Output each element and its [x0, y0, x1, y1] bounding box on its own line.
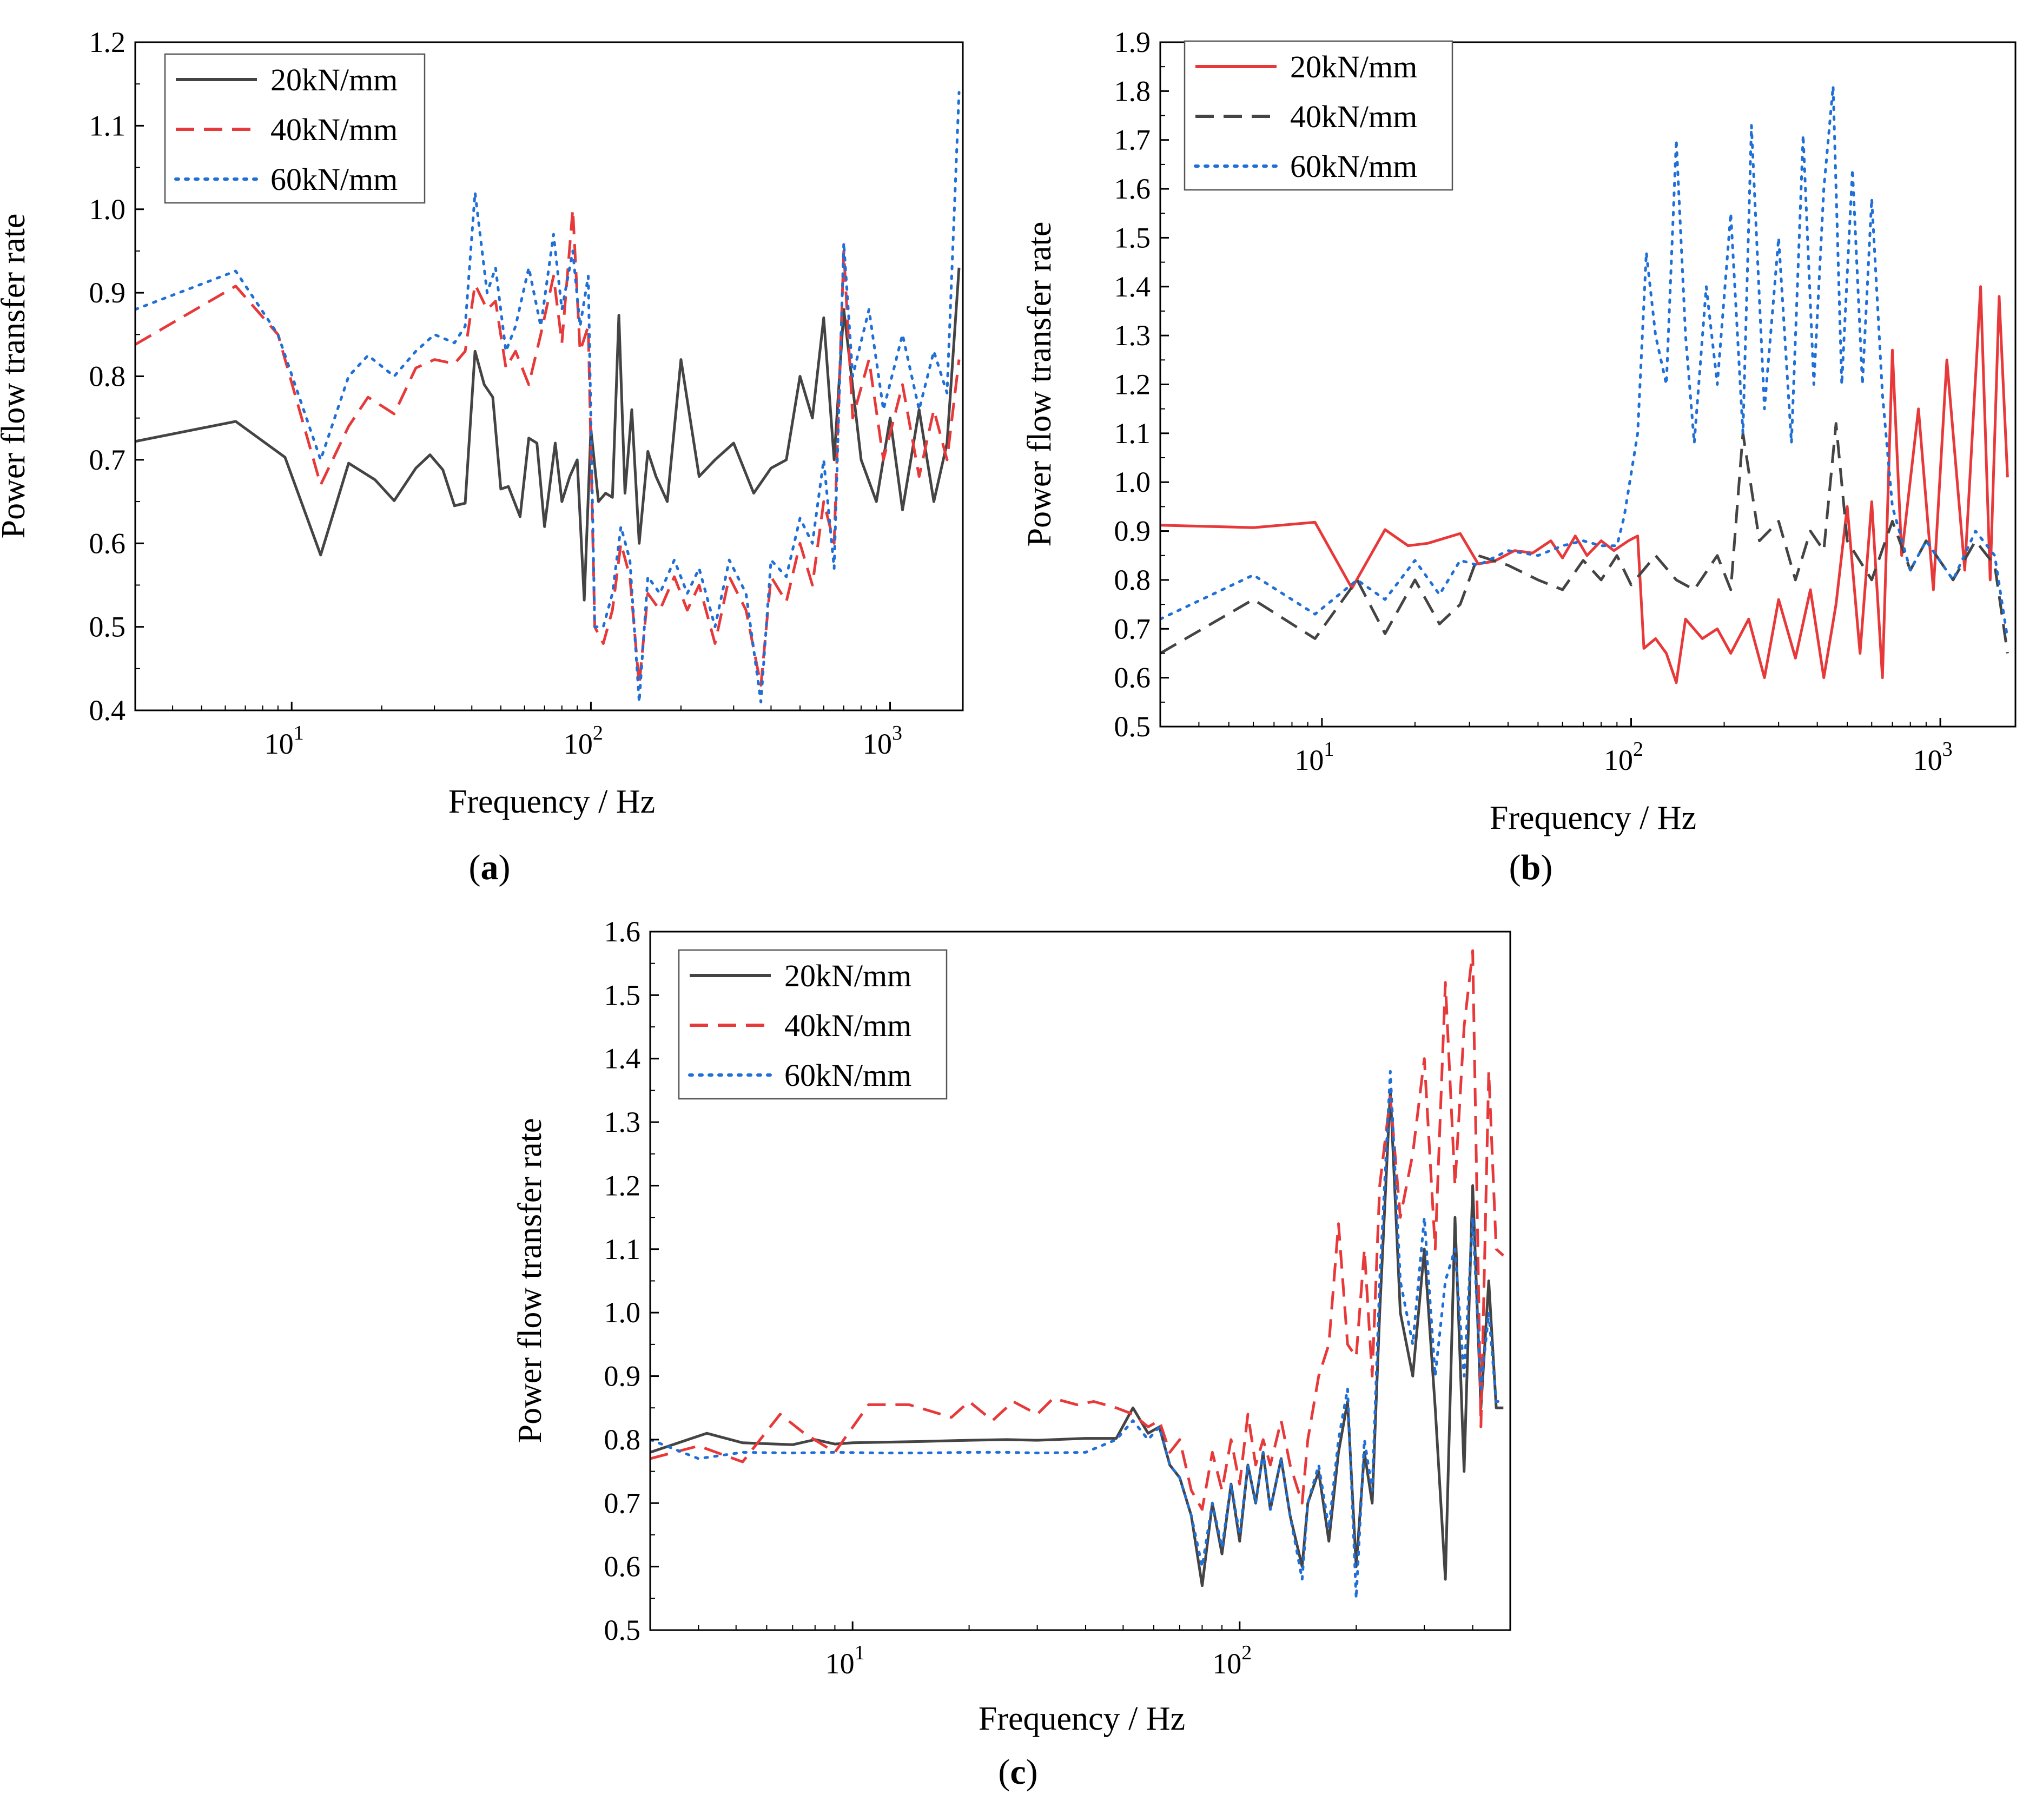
chart-panel-b: 0.5 0.6 0.7 0.8 0.9 1.0 1.1 1.2 1.3 1.4 1.5 1.6 1.7 1…: [1021, 26, 2017, 887]
x-tick-label: 102: [1604, 738, 1643, 776]
y-tick-label: 1.1: [1114, 417, 1151, 450]
x-tick-label: 101: [825, 1641, 865, 1680]
panel-label: (c): [998, 1752, 1037, 1792]
series-line-c-0: [650, 1089, 1504, 1587]
legend-label: 40kN/mm: [1290, 99, 1417, 134]
x-tick-label: 102: [564, 722, 603, 760]
x-tick-label: 101: [265, 722, 304, 760]
y-tick-label: 1.9: [1114, 26, 1151, 58]
legend-label: 60kN/mm: [1290, 149, 1417, 184]
y-tick-label: 1.4: [604, 1043, 641, 1075]
x-tick-label: 101: [1294, 738, 1334, 776]
y-tick-label: 1.3: [604, 1106, 641, 1138]
y-tick-label: 1.6: [1114, 173, 1151, 205]
y-tick-label: 1.5: [604, 979, 641, 1011]
y-tick-label: 0.6: [604, 1551, 641, 1583]
y-tick-label: 1.2: [89, 26, 126, 58]
legend-label: 60kN/mm: [270, 162, 398, 197]
y-tick-label: 1.0: [604, 1296, 641, 1329]
y-axis-label: Power flow transfer rate: [1021, 222, 1058, 547]
panel-label: (a): [469, 848, 511, 887]
legend-label: 20kN/mm: [784, 958, 911, 993]
y-tick-label: 1.1: [604, 1233, 641, 1265]
x-tick-label: 103: [1913, 738, 1953, 776]
y-tick-label: 1.0: [1114, 466, 1151, 498]
x-axis-label: Frequency / Hz: [448, 783, 655, 820]
y-tick-label: 0.8: [89, 360, 126, 393]
y-axis-label: Power flow transfer rate: [0, 214, 32, 539]
x-axis-label: Frequency / Hz: [979, 1700, 1185, 1737]
series-line-b-0: [1160, 285, 2009, 684]
series-line-c-2: [650, 1070, 1505, 1600]
y-tick-label: 0.9: [604, 1360, 641, 1393]
series-line-a-0: [135, 267, 961, 602]
y-tick-label: 0.6: [89, 527, 126, 559]
y-tick-label: 0.6: [1114, 662, 1151, 694]
x-tick-label: 103: [863, 722, 902, 760]
panel-label: (b): [1509, 848, 1553, 887]
legend: 20kN/mm 40kN/mm 60kN/mm: [1184, 40, 1453, 191]
y-tick-label: 0.7: [89, 444, 126, 476]
chart-panel-c: 0.5 0.6 0.7 0.8 0.9 1.0 1.1 1.2 1.3 1.4 1.5 1.6 101 1…: [512, 915, 1511, 1792]
y-tick-label: 1.6: [604, 915, 641, 948]
y-tick-label: 0.5: [604, 1614, 641, 1646]
y-tick-label: 0.4: [89, 694, 126, 727]
y-tick-label: 1.2: [1114, 368, 1151, 401]
y-tick-label: 1.0: [89, 193, 126, 226]
y-tick-label: 0.8: [604, 1423, 641, 1456]
y-tick-label: 0.5: [89, 611, 126, 643]
series-line-c-1: [650, 949, 1504, 1511]
legend: 20kN/mm 40kN/mm 60kN/mm: [678, 949, 948, 1100]
legend-label: 20kN/mm: [270, 62, 398, 97]
y-tick-label: 0.5: [1114, 710, 1151, 743]
legend-label: 20kN/mm: [1290, 49, 1417, 84]
y-tick-label: 0.7: [604, 1487, 641, 1519]
y-tick-label: 1.5: [1114, 221, 1151, 254]
y-tick-label: 1.1: [89, 109, 126, 142]
y-tick-label: 1.3: [1114, 319, 1151, 352]
chart-panel-a: 0.4 0.5 0.6 0.7 0.8 0.9 1.0 1.1 1.2 101 102 103 Freq…: [0, 26, 964, 887]
y-tick-label: 1.8: [1114, 75, 1151, 107]
series-line-a-1: [135, 208, 961, 687]
y-tick-label: 0.9: [89, 276, 126, 309]
legend-label: 60kN/mm: [784, 1058, 911, 1093]
legend: 20kN/mm 40kN/mm 60kN/mm: [164, 53, 426, 204]
x-tick-label: 102: [1212, 1641, 1252, 1680]
legend-label: 40kN/mm: [270, 112, 398, 147]
y-tick-label: 0.8: [1114, 564, 1151, 596]
y-tick-label: 1.7: [1114, 124, 1151, 156]
y-axis-label: Power flow transfer rate: [512, 1118, 548, 1443]
x-axis-label: Frequency / Hz: [1490, 800, 1696, 836]
legend-label: 40kN/mm: [784, 1008, 911, 1043]
y-tick-label: 1.2: [604, 1169, 641, 1202]
y-tick-label: 1.4: [1114, 271, 1151, 303]
series-line-b-1: [1160, 422, 2009, 655]
y-tick-label: 0.9: [1114, 515, 1151, 548]
series-line-b-2: [1160, 84, 2009, 640]
y-tick-label: 0.7: [1114, 612, 1151, 645]
series-line-a-2: [135, 91, 961, 704]
